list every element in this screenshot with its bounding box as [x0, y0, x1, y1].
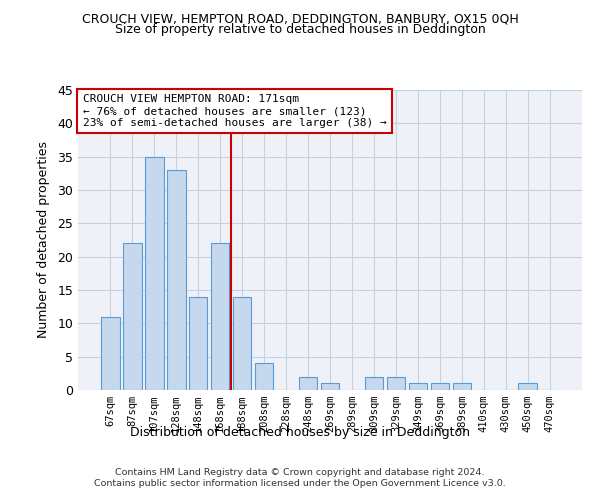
- Bar: [101, 316, 119, 390]
- Text: Size of property relative to detached houses in Deddington: Size of property relative to detached ho…: [115, 22, 485, 36]
- Bar: [431, 384, 449, 390]
- Bar: [409, 384, 427, 390]
- Bar: [167, 170, 185, 390]
- Bar: [123, 244, 142, 390]
- Bar: [452, 384, 471, 390]
- Text: Distribution of detached houses by size in Deddington: Distribution of detached houses by size …: [130, 426, 470, 439]
- Y-axis label: Number of detached properties: Number of detached properties: [37, 142, 50, 338]
- Text: Contains public sector information licensed under the Open Government Licence v3: Contains public sector information licen…: [94, 480, 506, 488]
- Bar: [320, 384, 340, 390]
- Bar: [299, 376, 317, 390]
- Text: Contains HM Land Registry data © Crown copyright and database right 2024.: Contains HM Land Registry data © Crown c…: [115, 468, 485, 477]
- Text: CROUCH VIEW, HEMPTON ROAD, DEDDINGTON, BANBURY, OX15 0QH: CROUCH VIEW, HEMPTON ROAD, DEDDINGTON, B…: [82, 12, 518, 26]
- Bar: [386, 376, 405, 390]
- Bar: [211, 244, 229, 390]
- Bar: [189, 296, 208, 390]
- Bar: [145, 156, 164, 390]
- Bar: [255, 364, 274, 390]
- Bar: [365, 376, 383, 390]
- Bar: [518, 384, 537, 390]
- Text: CROUCH VIEW HEMPTON ROAD: 171sqm
← 76% of detached houses are smaller (123)
23% : CROUCH VIEW HEMPTON ROAD: 171sqm ← 76% o…: [83, 94, 387, 128]
- Bar: [233, 296, 251, 390]
